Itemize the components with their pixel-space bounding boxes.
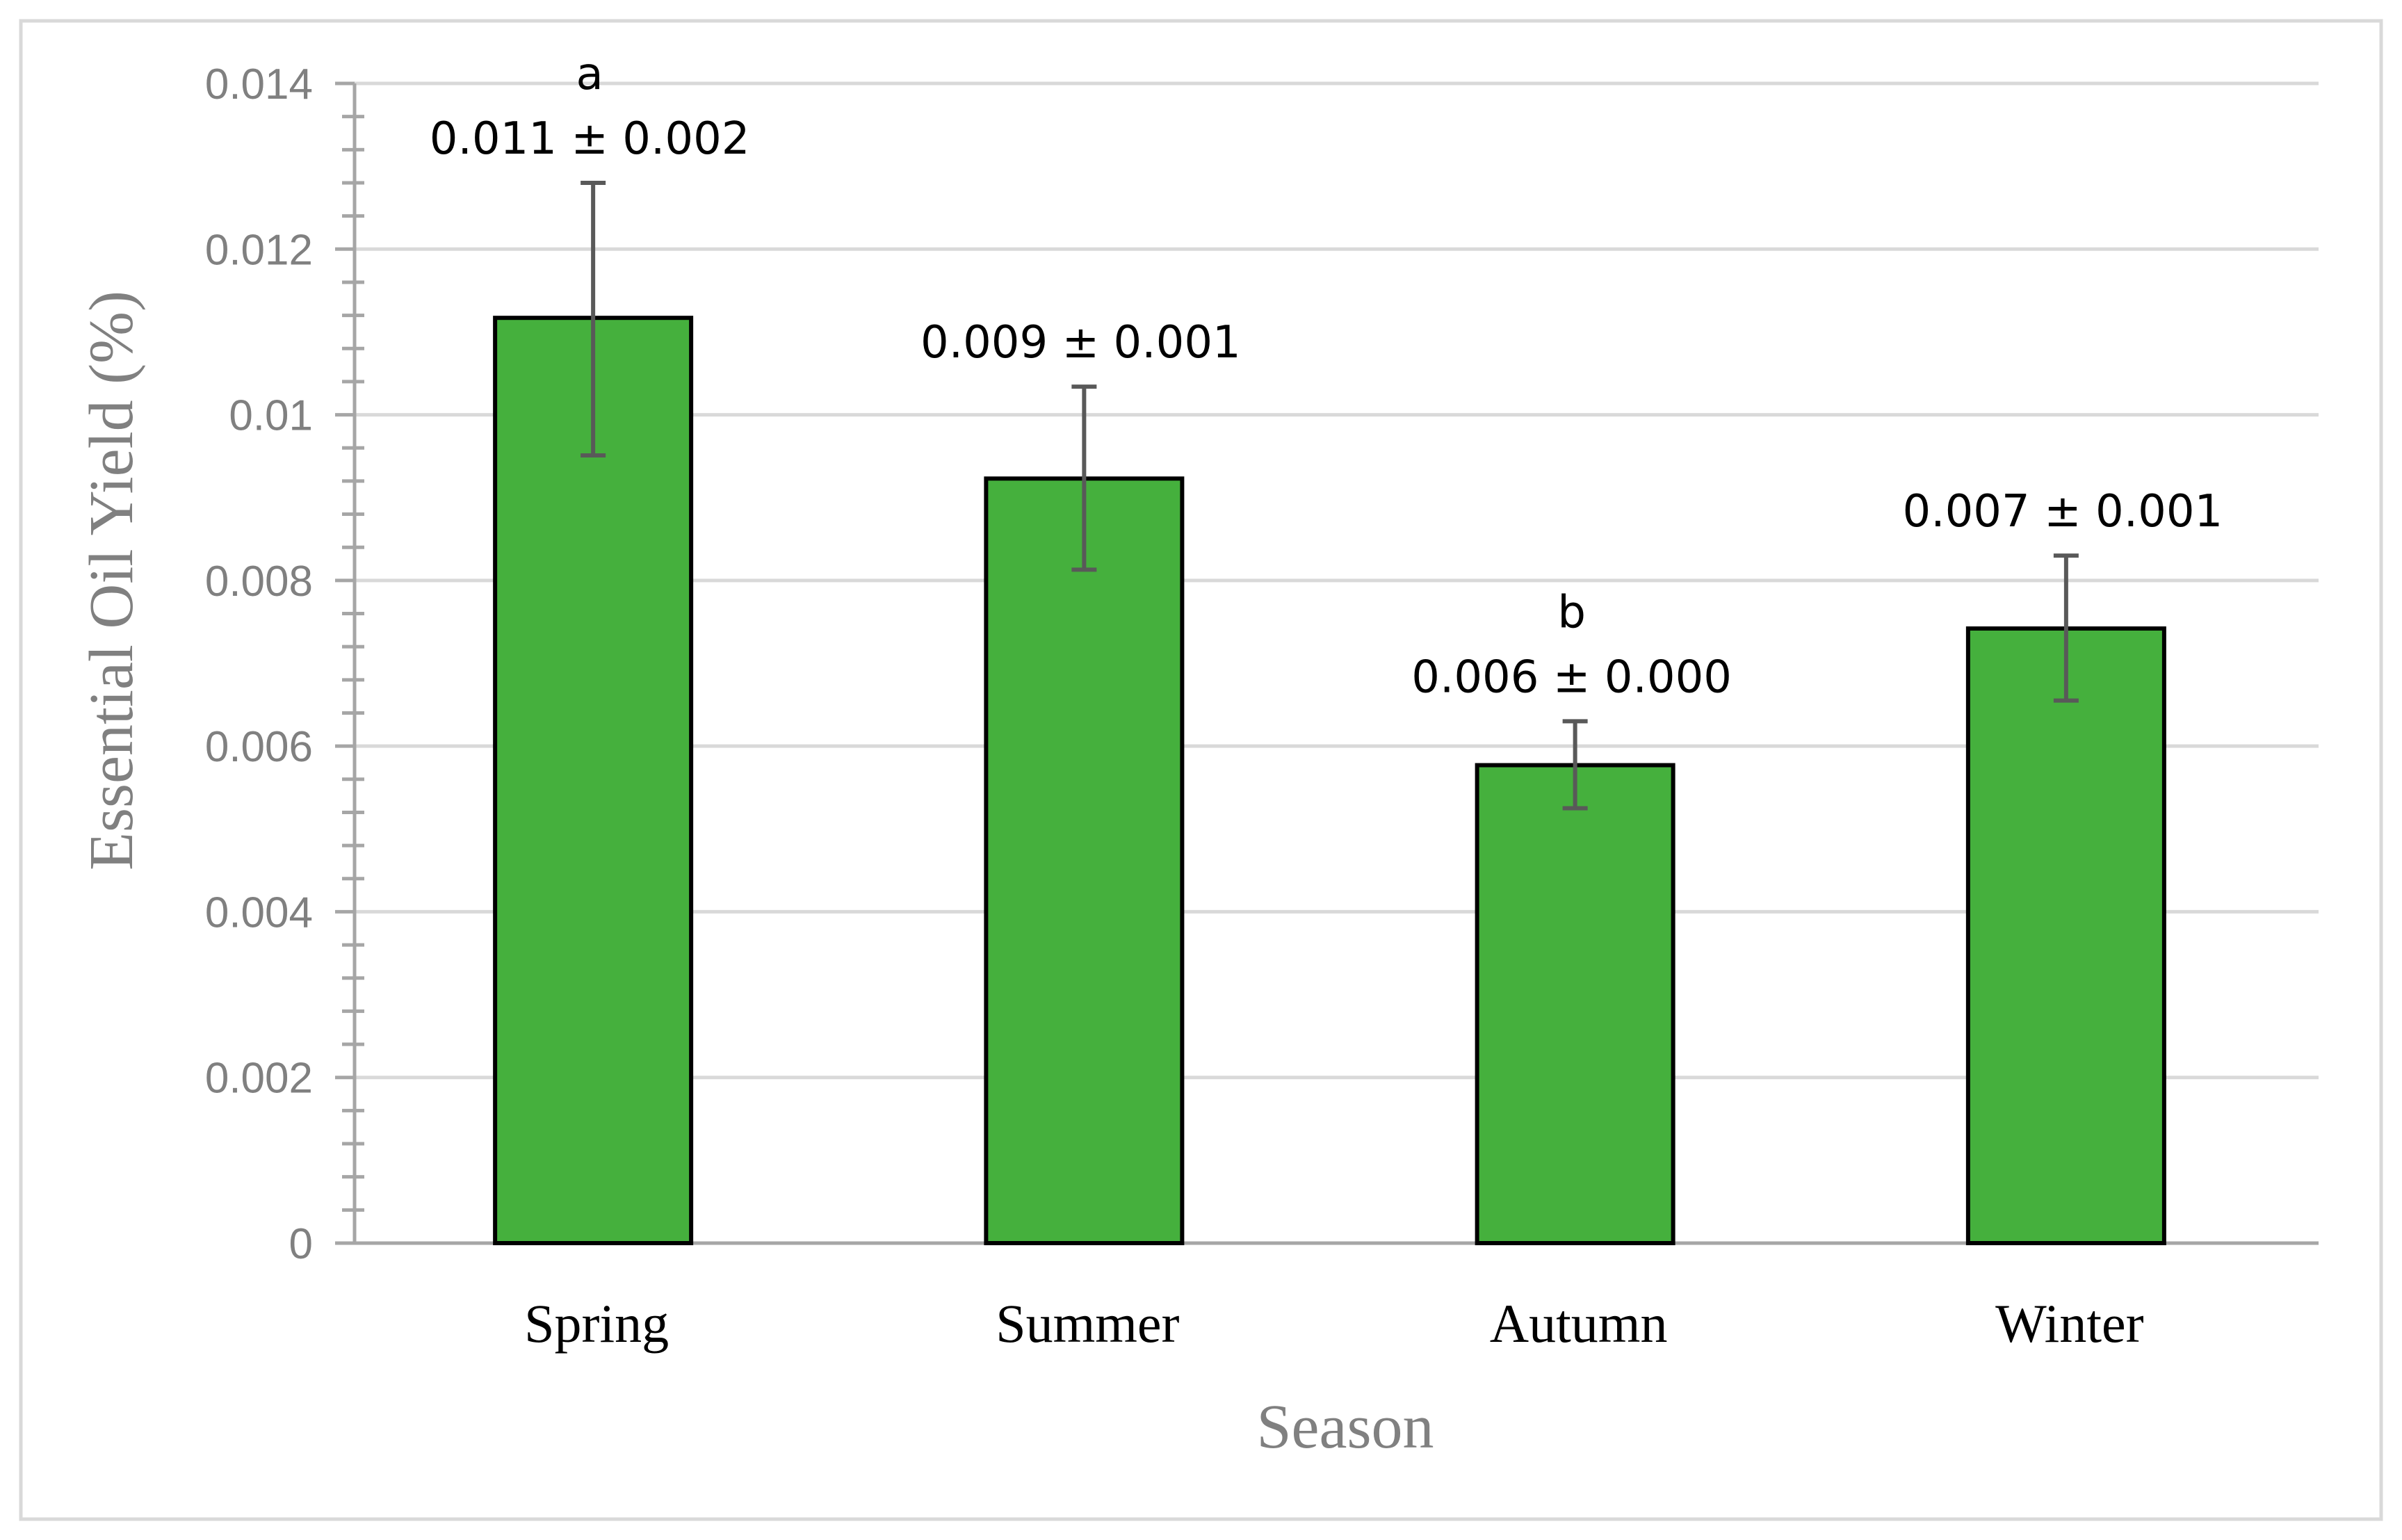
y-tick-label: 0.014	[205, 60, 313, 108]
y-tick-label: 0.008	[205, 558, 313, 606]
bars	[493, 316, 2166, 1245]
bar-summer	[984, 476, 1185, 1245]
x-tick-label: Autumn	[1490, 1293, 1668, 1354]
bar-spring	[493, 316, 694, 1245]
x-tick-label: Winter	[1995, 1293, 2143, 1354]
significance-letter: a	[576, 49, 603, 100]
data-label: 0.007 ± 0.001	[1903, 486, 2223, 537]
x-axis-title: Season	[1257, 1393, 1434, 1461]
x-tick-label: Spring	[524, 1293, 669, 1354]
data-label: 0.011 ± 0.002	[430, 113, 750, 165]
data-label: 0.009 ± 0.001	[920, 317, 1241, 368]
y-tick-label: 0.01	[229, 392, 313, 440]
error-bars	[581, 180, 2079, 811]
y-tick-label: 0.002	[205, 1055, 313, 1103]
y-tick-labels: 0 0.002 0.004 0.006 0.008 0.01 0.012 0.014	[205, 60, 313, 1268]
x-tick-label: Summer	[996, 1293, 1179, 1354]
significance-letter: b	[1557, 587, 1586, 638]
y-axis	[335, 81, 364, 1245]
data-labels: 0.011 ± 0.002 a 0.009 ± 0.001 0.006 ± 0.000…	[430, 49, 2223, 703]
y-tick-label: 0.012	[205, 226, 313, 274]
y-tick-label: 0	[289, 1220, 313, 1268]
data-label: 0.006 ± 0.000	[1411, 651, 1732, 703]
bar-autumn	[1475, 763, 1675, 1245]
y-axis-title: Essential Oil Yield (%)	[77, 291, 146, 870]
x-tick-labels: Spring Summer Autumn Winter	[524, 1293, 2144, 1354]
y-tick-label: 0.006	[205, 723, 313, 771]
bar-winter	[1965, 626, 2166, 1245]
y-tick-label: 0.004	[205, 889, 313, 937]
